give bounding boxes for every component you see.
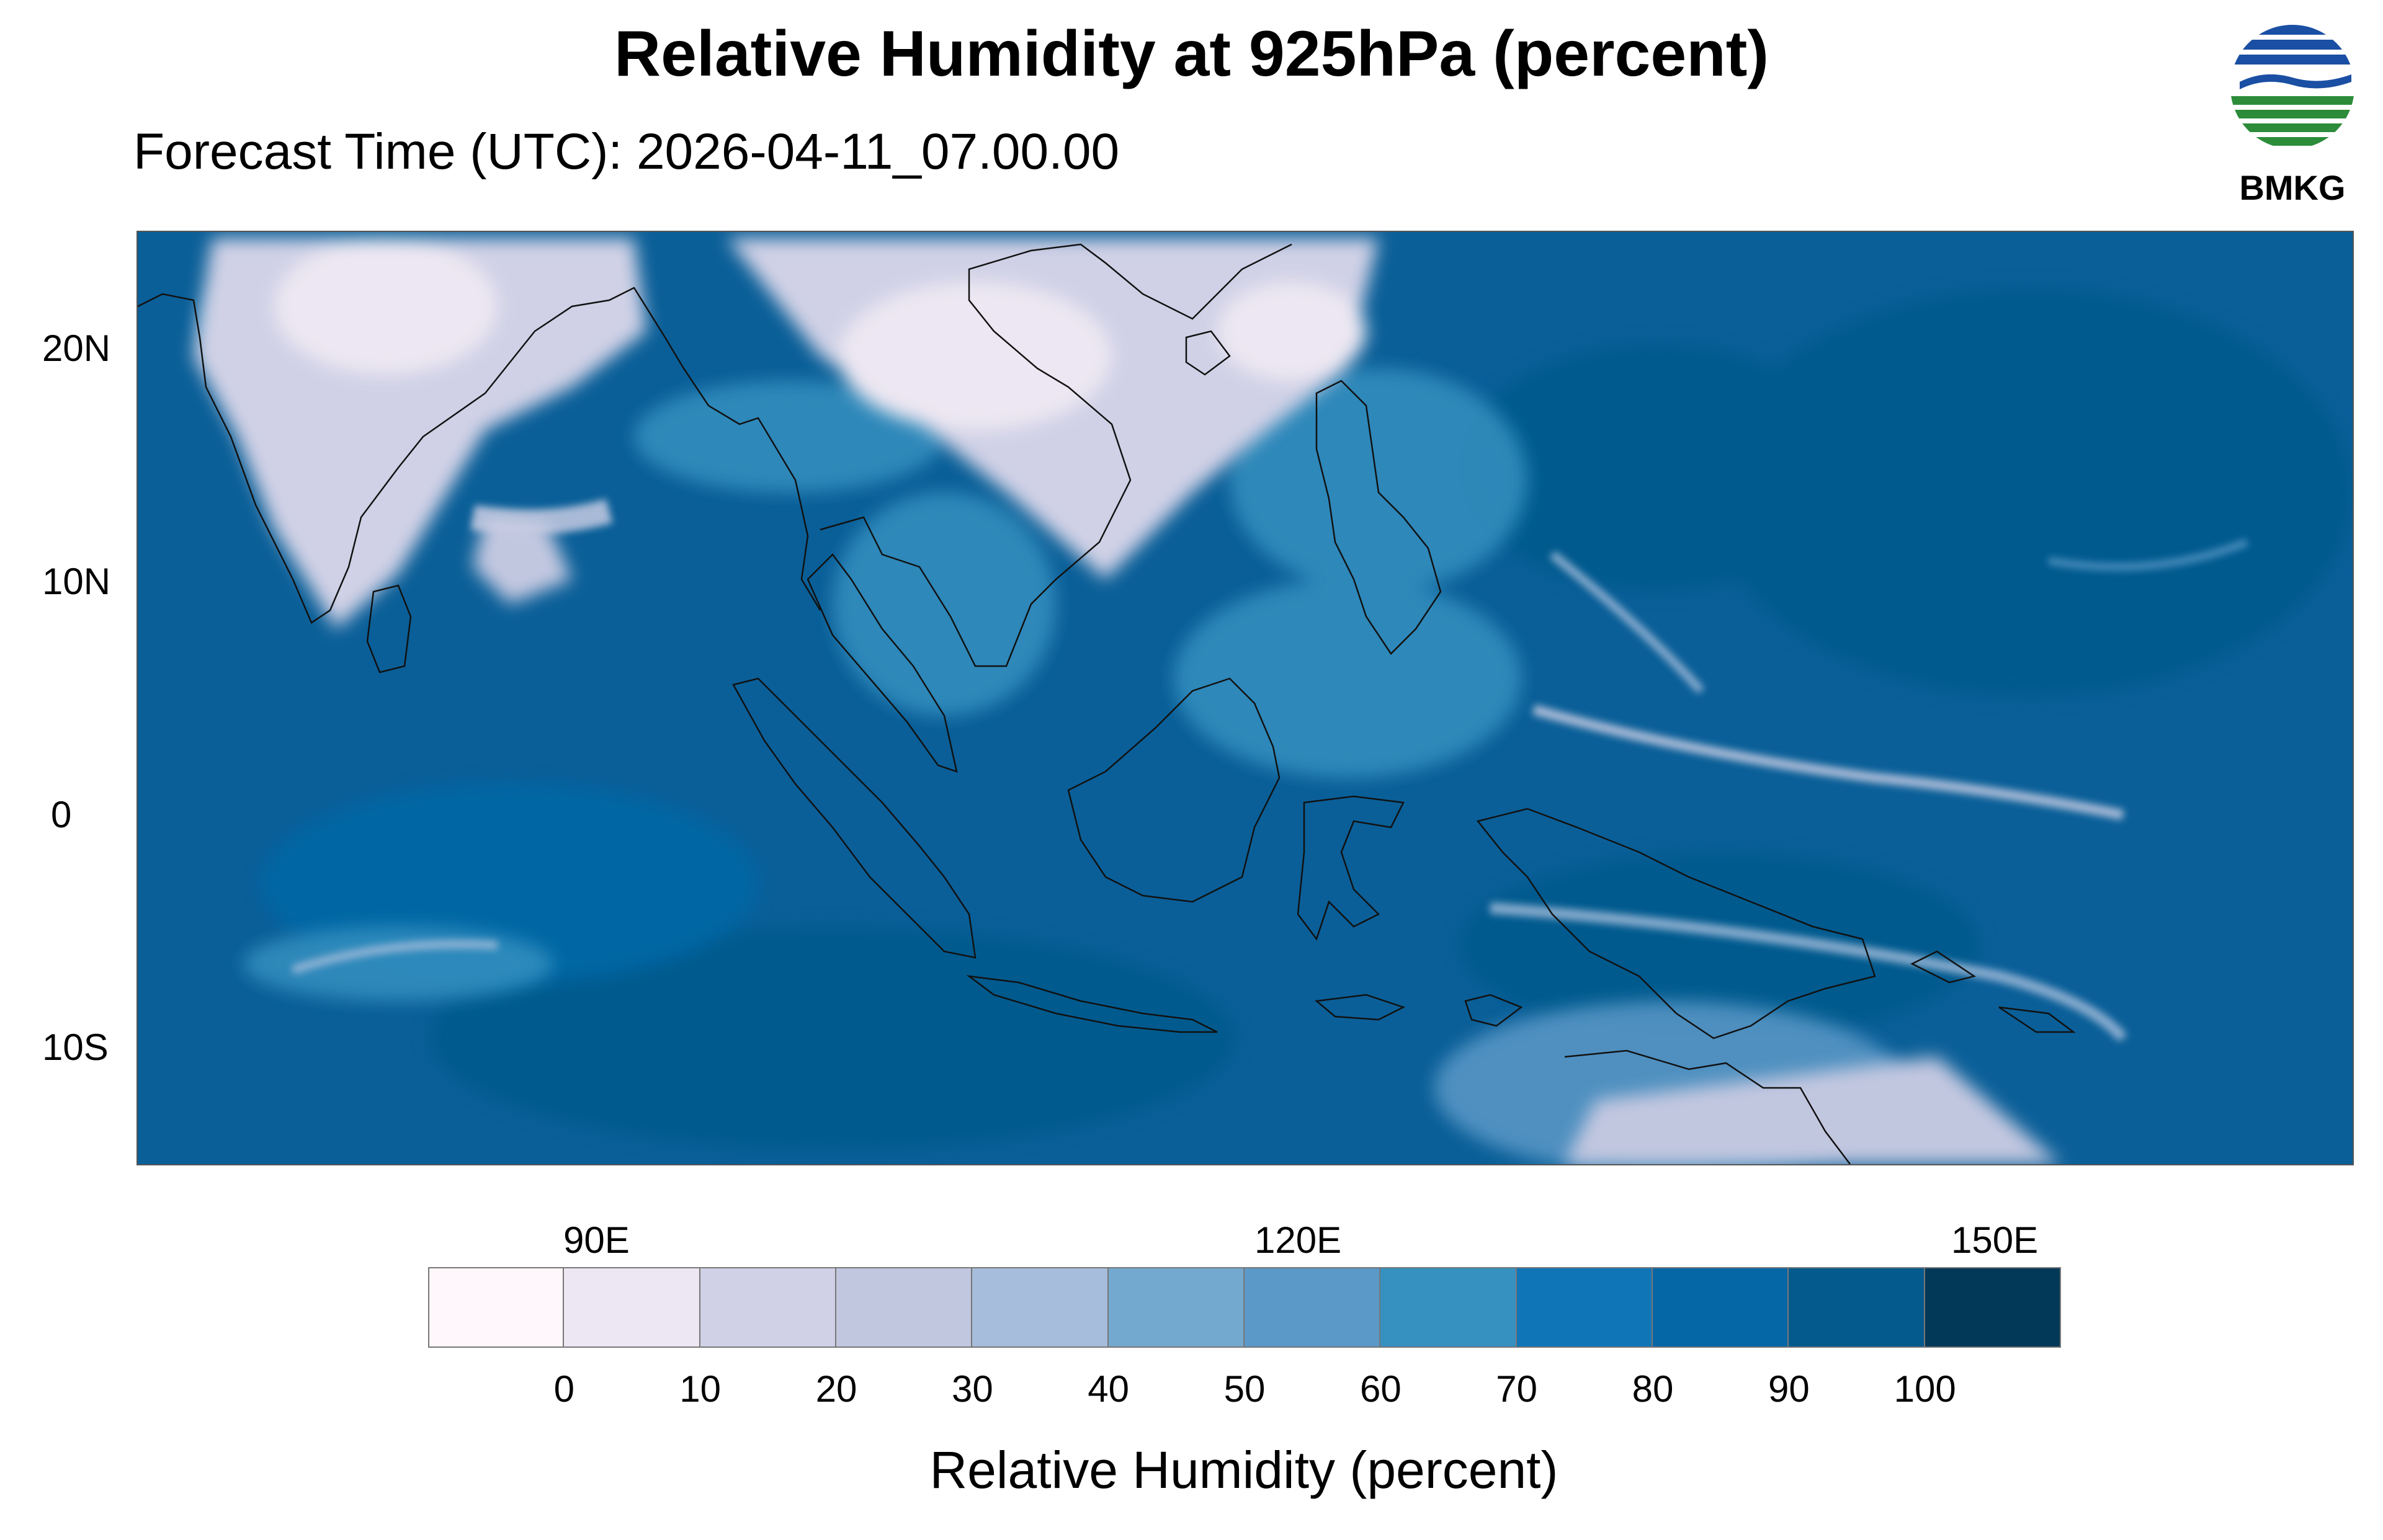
coast-south-asia xyxy=(138,287,821,624)
coast-philippines xyxy=(1315,380,1442,655)
colorbar-tick-label: 100 xyxy=(1893,1368,1956,1410)
colorbar-box xyxy=(836,1267,973,1348)
humidity-map xyxy=(136,231,2354,1165)
coast-indochina-china xyxy=(820,243,1292,667)
colorbar-tick-label: 10 xyxy=(679,1368,722,1410)
lon-label-120e: 120E xyxy=(1254,1219,1342,1261)
lat-label-10n: 10N xyxy=(42,561,111,602)
colorbar-tick-label: 70 xyxy=(1496,1368,1538,1410)
colorbar-tick-label: 90 xyxy=(1768,1368,1810,1410)
colorbar-box xyxy=(1245,1267,1381,1348)
humidity-high-zones xyxy=(262,288,2353,1150)
coast-sulawesi xyxy=(1297,795,1405,941)
coast-solomons xyxy=(1998,1006,2076,1033)
colorbar-box xyxy=(1789,1267,1925,1348)
colorbar-label: Relative Humidity (percent) xyxy=(929,1441,1558,1499)
colorbar-box xyxy=(564,1267,700,1348)
bmkg-logo: BMKG xyxy=(2209,12,2376,211)
coast-lesser-sunda xyxy=(1314,994,1406,1021)
humidity-streaks xyxy=(291,499,2249,1042)
colorbar-tick-label: 20 xyxy=(815,1368,857,1410)
colorbar-box xyxy=(1108,1267,1245,1348)
lat-label-0: 0 xyxy=(51,794,72,835)
coast-borneo xyxy=(1067,677,1281,903)
coast-malay-peninsula xyxy=(807,553,958,773)
coast-new-guinea xyxy=(1476,808,1876,1039)
humidity-dry-zones xyxy=(194,238,2061,1164)
colorbar-tick-label: 30 xyxy=(951,1368,993,1410)
coast-sumatra xyxy=(732,677,977,959)
lon-label-90e: 90E xyxy=(563,1219,630,1261)
colorbar-box xyxy=(1653,1267,1789,1348)
colorbar-box xyxy=(1516,1267,1653,1348)
colorbar-tick-label: 50 xyxy=(1223,1368,1266,1410)
coast-hainan xyxy=(1185,330,1231,376)
colorbar-tick-label: 80 xyxy=(1632,1368,1674,1410)
coast-australia xyxy=(1564,1049,1851,1164)
colorbar-tick-label: 0 xyxy=(553,1368,575,1410)
coast-sri-lanka xyxy=(366,584,412,674)
map-canvas xyxy=(138,232,2353,1164)
colorbar-box xyxy=(972,1267,1109,1348)
forecast-time: Forecast Time (UTC): 2026-04-11_07.00.00 xyxy=(133,123,1120,180)
colorbar-box xyxy=(1925,1267,2061,1348)
colorbar-box xyxy=(700,1267,836,1348)
colorbar-box xyxy=(428,1267,565,1348)
colorbar xyxy=(428,1267,2061,1349)
coast-new-britain xyxy=(1910,950,1977,984)
logo-text: BMKG xyxy=(2239,168,2345,207)
coastlines xyxy=(138,243,2076,1164)
colorbar-tick-label: 40 xyxy=(1088,1368,1130,1410)
coast-timor xyxy=(1464,994,1523,1027)
colorbar-tick-label: 60 xyxy=(1359,1368,1402,1410)
coast-java xyxy=(966,975,1218,1033)
colorbar-box xyxy=(1380,1267,1517,1348)
chart-title: Relative Humidity at 925hPa (percent) xyxy=(614,18,1769,90)
bmkg-logo-icon: BMKG xyxy=(2230,25,2354,207)
lat-label-20n: 20N xyxy=(42,327,111,369)
lat-label-10s: 10S xyxy=(42,1026,109,1068)
lon-label-150e: 150E xyxy=(1951,1219,2039,1261)
